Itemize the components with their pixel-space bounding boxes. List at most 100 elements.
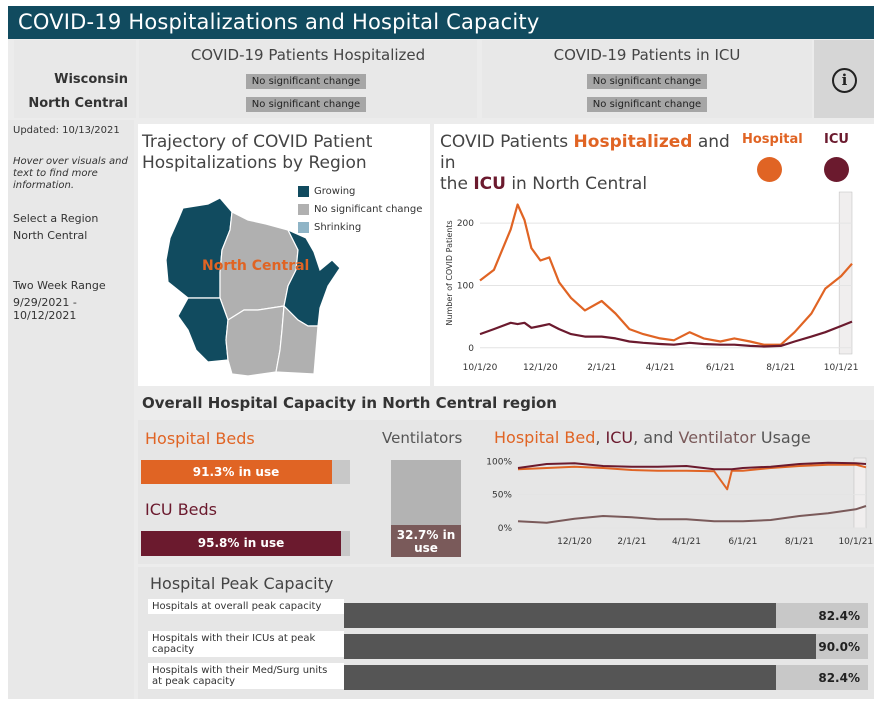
hospital-beds-bar[interactable]: 91.3% in use [141,460,350,484]
legend-icu-label: ICU [824,132,849,147]
icu-region-status: No significant change [587,97,707,112]
x-tick-label: 4/1/21 [646,363,675,373]
x-tick-label: 10/1/20 [463,363,498,373]
peak-row-fill [344,634,816,659]
x-tick-label: 2/1/21 [617,537,646,547]
trend-title: COVID Patients Hospitalized and in the I… [440,132,730,194]
legend-shrinking: Shrinking [298,218,422,236]
hospital-beds-fill [141,460,332,484]
region-select[interactable]: North Central [13,229,88,242]
peak-row-value: 82.4% [818,609,860,623]
info-icon[interactable]: i [832,68,857,93]
map-region-southeast[interactable] [275,304,319,375]
y-tick-label: 50% [492,491,512,501]
select-region-label: Select a Region [13,212,99,225]
range-highlight [838,191,853,355]
peak-row-bar[interactable]: 90.0% [344,634,868,659]
map-region-western[interactable] [177,297,229,363]
x-tick-label: 2/1/21 [587,363,616,373]
icu-title: COVID-19 Patients in ICU [553,46,741,64]
x-tick-label: 10/1/21 [824,363,859,373]
y-tick-label: 100 [457,281,474,291]
map-region-south-central[interactable] [225,305,285,377]
icu-status-panel[interactable]: COVID-19 Patients in ICU No significant … [482,40,812,118]
icu-beds-label: ICU Beds [145,500,217,519]
icu-beds-fill [141,531,342,556]
peak-row-bar[interactable]: 82.4% [344,665,868,690]
legend-swatch-no-change [298,203,309,215]
trend-panel: COVID Patients Hospitalized and in the I… [434,124,874,386]
legend-swatch-shrinking [298,221,309,233]
y-tick-label: 0 [468,344,474,354]
peak-row-bar[interactable]: 82.4% [344,603,868,628]
y-tick-label: 0% [498,524,513,534]
x-tick-label: 8/1/21 [766,363,795,373]
map-panel: Trajectory of COVID Patient Hospitalizat… [138,124,430,386]
hospitalized-status-panel[interactable]: COVID-19 Patients Hospitalized No signif… [139,40,477,118]
region-label: North Central [28,96,128,111]
icu-state-status: No significant change [587,74,707,89]
usage-chart[interactable]: 0% 50% 100% 12/1/20 2/1/21 4/1/21 6/1/21 8/1/21… [480,450,874,562]
peak-panel: Hospital Peak Capacity Hospitals at over… [138,567,874,699]
peak-row-value: 90.0% [818,640,860,654]
peak-row-label: Hospitals with their Med/Surg units at p… [148,663,344,689]
series-line-icu [517,461,867,471]
header-region-labels: Wisconsin North Central [14,40,136,118]
x-tick-label: 6/1/21 [728,537,757,547]
ventilators-label: Ventilators [382,429,463,447]
x-tick-label: 10/1/21 [838,537,873,547]
legend-growing: Growing [298,182,422,200]
x-tick-label: 8/1/21 [785,537,814,547]
ventilators-bar[interactable]: 32.7% in use [391,460,461,557]
hospitalized-title: COVID-19 Patients Hospitalized [190,46,426,64]
trend-chart[interactable]: 0 100 200 10/1/20 12/1/20 2/1/21 4/1/21 6/1/21 8… [434,184,874,384]
y-axis-label: Number of COVID Patients [445,220,454,325]
peak-row-value: 82.4% [818,671,860,685]
hosp-region-status: No significant change [246,97,366,112]
y-tick-label: 100% [486,457,512,467]
icu-beds-bar[interactable]: 95.8% in use [141,531,350,556]
icu-beds-value: 95.8% in use [197,536,285,550]
peak-title: Hospital Peak Capacity [150,574,334,593]
wisconsin-map[interactable] [148,190,348,386]
trend-title-hospital: Hospitalized [573,132,693,152]
page-title: COVID-19 Hospitalizations and Hospital C… [8,6,874,39]
usage-title: Hospital Bed, ICU, and Ventilator Usage [494,428,811,447]
capacity-heading: Overall Hospital Capacity in North Centr… [142,394,557,412]
hosp-state-status: No significant change [246,74,366,89]
series-line-hospital [479,203,853,346]
hospital-beds-label: Hospital Beds [145,429,255,448]
hover-hint: Hover over visuals and text to find more… [13,156,128,191]
x-tick-label: 12/1/20 [523,363,558,373]
sidebar: Updated: 10/13/2021 Hover over visuals a… [8,120,134,699]
map-legend: Growing No significant change Shrinking [298,182,422,236]
range-value: 9/29/2021 - 10/12/2021 [13,296,77,322]
legend-icu-dot[interactable] [824,157,849,182]
peak-row-label: Hospitals with their ICUs at peak capaci… [148,631,344,657]
range-label: Two Week Range [13,279,106,292]
map-region-northeast[interactable] [283,228,341,327]
series-line-ventilator [517,505,867,524]
peak-row-label: Hospitals at overall peak capacity [148,599,344,614]
x-tick-label: 12/1/20 [557,537,592,547]
peak-row-fill [344,665,776,690]
legend-hospital-label: Hospital [742,132,803,147]
y-tick-label: 200 [457,219,474,229]
map-title: Trajectory of COVID Patient Hospitalizat… [142,132,373,173]
updated-text: Updated: 10/13/2021 [13,125,120,136]
legend-hospital-dot[interactable] [757,157,782,182]
legend-no-change: No significant change [298,200,422,218]
ventilators-value: 32.7% in use [396,528,456,555]
info-panel: i [814,40,874,118]
capacity-panel: Hospital Beds 91.3% in use ICU Beds 95.8… [138,420,874,564]
trend-title-icu: ICU [473,174,506,194]
ventilators-fill [391,525,461,557]
map-region-label: North Central [202,258,310,274]
series-line-hospital-bed [517,463,867,491]
state-label: Wisconsin [54,72,128,87]
series-line-icu [479,320,853,348]
legend-swatch-growing [298,185,309,197]
hospital-beds-value: 91.3% in use [192,465,280,479]
x-tick-label: 6/1/21 [706,363,735,373]
range-highlight [853,457,867,529]
